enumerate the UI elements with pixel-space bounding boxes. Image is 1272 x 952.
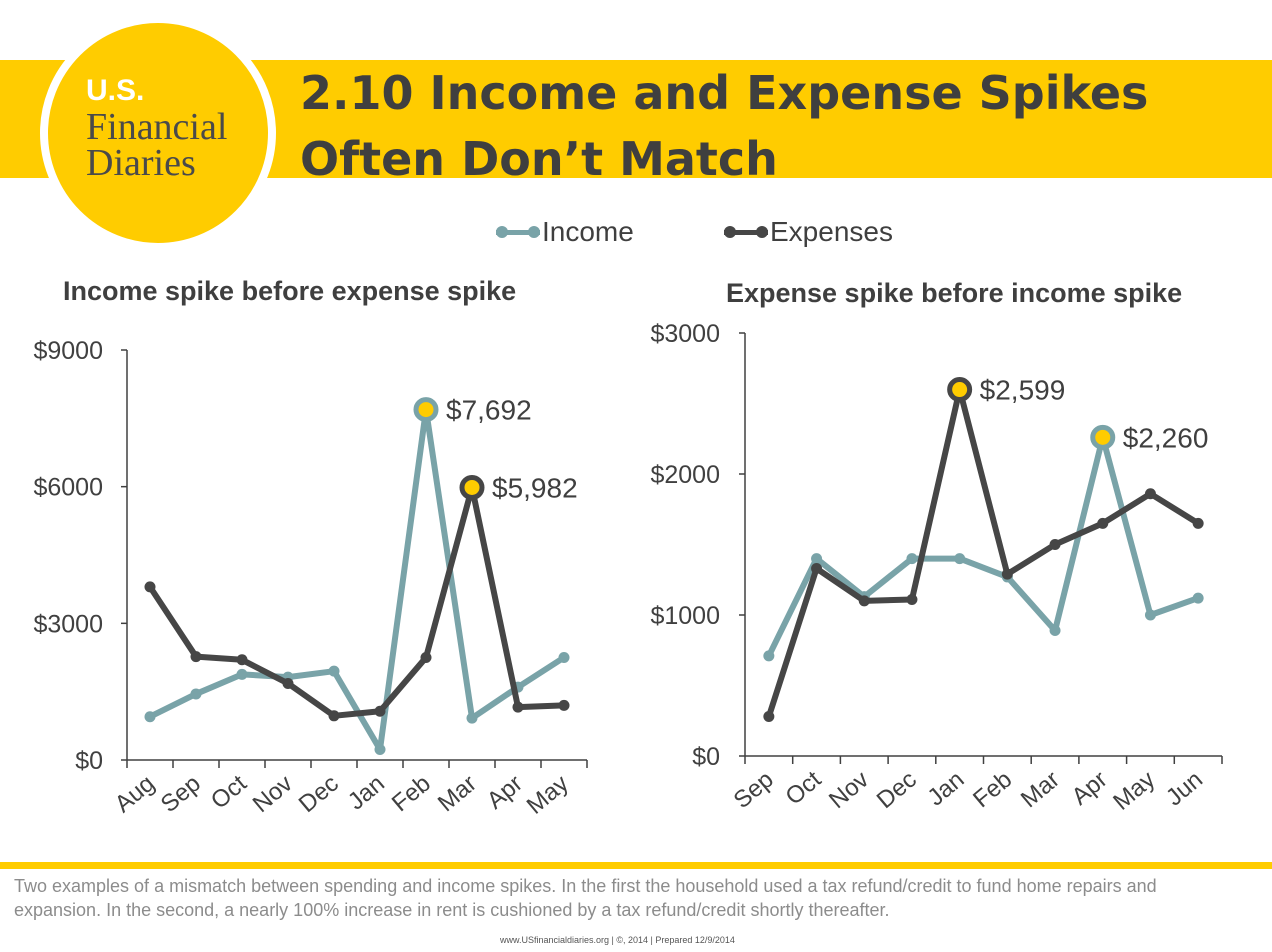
chart-1-income-spike-label: $7,692 (446, 395, 532, 426)
chart-1-expenses-point (374, 705, 386, 717)
chart-1-x-tick-label: Feb (387, 770, 436, 817)
chart-1-income-point (328, 665, 340, 677)
chart-1-expenses-point (236, 654, 248, 666)
footer: www.USfinancialdiaries.org | ©, 2014 | P… (500, 935, 735, 945)
chart-2-income-point (1144, 609, 1156, 621)
chart-2-income-point (811, 553, 823, 565)
chart-1-title: Income spike before expense spike (63, 276, 517, 306)
chart-1-expenses-point (282, 677, 294, 689)
chart-2-title: Expense spike before income spike (726, 278, 1183, 308)
caption: Two examples of a mismatch between spend… (14, 876, 1157, 920)
chart-2-expenses-point (1144, 488, 1156, 500)
chart-1-y-tick-label: $3000 (33, 610, 103, 638)
chart-2-expenses-point (763, 711, 775, 723)
chart-1-y-tick-label: $6000 (33, 474, 103, 502)
legend-income-swatch (496, 225, 540, 238)
chart-1-expenses-spike-marker (459, 474, 485, 500)
chart-2-expenses-point (906, 593, 918, 605)
chart-1-x-tick-label: May (522, 770, 574, 820)
chart-1-x-tick-label: Jan (343, 770, 390, 816)
chart-2-x-tick-label: Jan (923, 766, 970, 812)
chart-1-income-point (236, 668, 248, 680)
chart-2-x-tick-label: Mar (1016, 766, 1065, 813)
chart-2-x-tick-label: Apr (1067, 766, 1113, 811)
logo-circle (40, 15, 276, 251)
chart-1-x-tick-label: Apr (482, 770, 528, 815)
chart-1-y-tick-label: $0 (75, 747, 103, 775)
chart-1-expenses-line (147, 484, 567, 719)
chart-1-expenses-point (558, 699, 570, 711)
logo-diaries-text: Diaries (86, 142, 196, 184)
legend-expenses: Expenses (724, 212, 893, 252)
chart-2-expenses-spike-marker (947, 377, 973, 403)
chart-2-income-spike-marker (1090, 424, 1116, 450)
chart-2-x-tick-label: Nov (824, 766, 874, 814)
chart-1-expenses-point (420, 652, 432, 663)
chart-1-x-tick-label: Nov (248, 770, 298, 818)
chart-1-expenses-point (512, 701, 524, 713)
chart-1-income-spike-marker (413, 397, 439, 423)
chart-1-y-tick-label: $9000 (33, 337, 103, 365)
legend-expenses-label: Expenses (770, 216, 893, 247)
chart-2-income-point (954, 553, 966, 565)
chart-2-expenses-point (1049, 539, 1061, 550)
chart-1-income-point (558, 652, 570, 663)
chart-1-income-point (374, 744, 386, 756)
chart-2-expenses-point (858, 595, 870, 607)
logo-financial-text: Financial (86, 106, 228, 148)
chart-2-income-point (763, 650, 775, 662)
chart-2-x-tick-label: Oct (780, 766, 826, 811)
chart-1-income-point (190, 688, 202, 700)
chart-2-expenses-spike-label: $2,599 (980, 375, 1066, 406)
chart-2-y-tick-label: $3000 (650, 320, 720, 348)
chart-1-x-tick-label: Mar (433, 770, 482, 817)
chart-2-income-point (1192, 592, 1204, 604)
chart-2-y-tick-label: $2000 (650, 461, 720, 489)
chart-1-x-tick-label: Sep (156, 770, 206, 818)
chart-2-expenses-point (811, 562, 823, 574)
chart-2-expenses-point (1192, 517, 1204, 529)
logo-us-text: U.S. (86, 74, 145, 107)
chart-2-expenses-point (1097, 517, 1109, 529)
legend-income-label: Income (542, 216, 634, 247)
chart-1-x-tick-label: Oct (206, 770, 252, 815)
chart-2-x-tick-label: May (1108, 766, 1160, 816)
chart-2-x-tick-label: Sep (729, 766, 779, 814)
chart-1-income-point (144, 711, 156, 723)
legend-income: Income (496, 212, 634, 252)
chart-2-x-tick-label: Jun (1161, 766, 1208, 812)
chart-1-expenses-point (190, 651, 202, 663)
chart-1-income-point (466, 712, 478, 724)
chart-1-expenses-point (144, 581, 156, 593)
chart-1-expenses-spike-label: $5,982 (492, 472, 578, 503)
chart-2-income-line (765, 434, 1202, 659)
page-title: 2.10 Income and Expense Spikes Often Don… (300, 66, 1149, 186)
chart-2-expenses-line (765, 386, 1202, 720)
bottom-rule (0, 862, 1272, 869)
chart-2-income-point (906, 553, 918, 565)
legend-expenses-swatch (724, 225, 768, 238)
chart-1-x-tick-label: Aug (110, 770, 160, 818)
chart-2-y-tick-label: $0 (692, 743, 720, 771)
chart-1-expenses-point (328, 710, 340, 722)
chart-1-x-tick-label: Dec (294, 770, 344, 818)
chart-2-x-tick-label: Dec (872, 766, 922, 814)
chart-2-income-spike-label: $2,260 (1123, 422, 1209, 453)
chart-2-income-point (1049, 625, 1061, 637)
chart-2-expenses-point (1001, 568, 1013, 580)
chart-2-x-tick-label: Feb (968, 766, 1017, 813)
chart-2-y-tick-label: $1000 (650, 602, 720, 630)
chart-1-income-line (147, 406, 567, 753)
